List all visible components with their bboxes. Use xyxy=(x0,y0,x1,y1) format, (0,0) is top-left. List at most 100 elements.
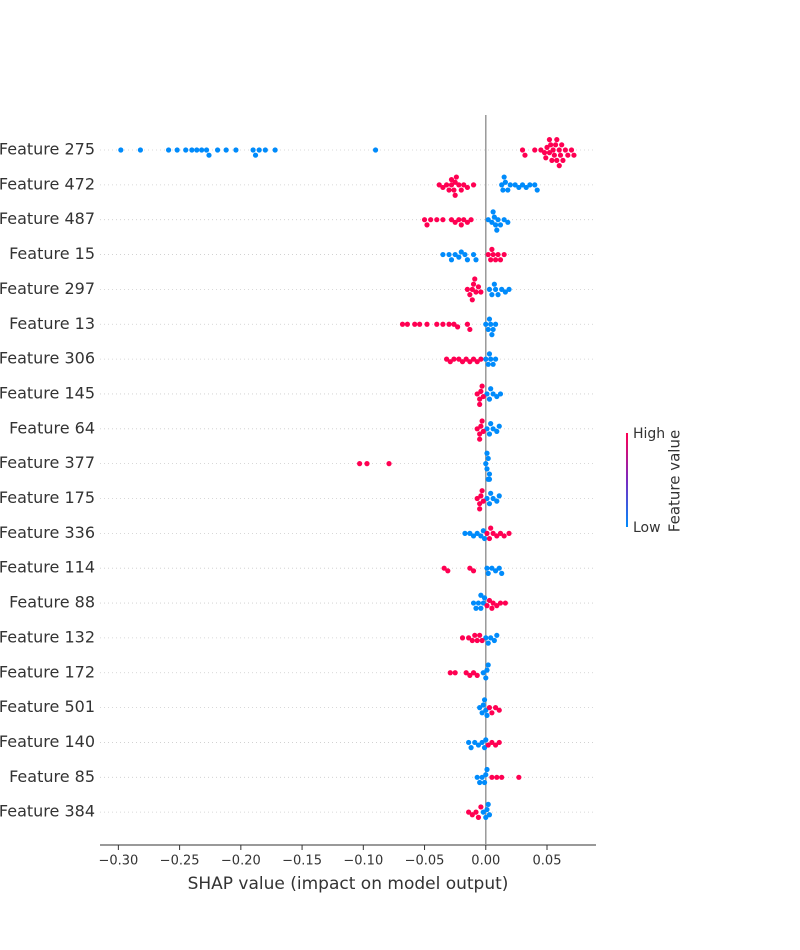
dot xyxy=(452,219,458,225)
dot xyxy=(466,809,472,815)
dot xyxy=(527,182,533,188)
dot xyxy=(480,428,486,434)
dot xyxy=(470,251,477,258)
y-tick-label: Feature 145 xyxy=(0,383,95,402)
dot xyxy=(424,321,430,327)
dot xyxy=(490,495,496,502)
dot xyxy=(494,227,500,233)
dot xyxy=(252,152,259,158)
dot xyxy=(543,155,549,161)
y-tick-label: Feature 140 xyxy=(0,732,95,751)
dot xyxy=(489,219,495,225)
dot xyxy=(501,251,507,258)
dot xyxy=(499,570,505,577)
dot xyxy=(562,147,568,153)
x-axis-label: SHAP value (impact on model output) xyxy=(188,874,509,894)
dot xyxy=(486,705,493,711)
dot xyxy=(532,182,538,188)
dot xyxy=(479,383,485,389)
dot xyxy=(502,600,508,606)
colorbar-title: Feature value xyxy=(666,430,684,532)
dot xyxy=(436,182,442,188)
dot xyxy=(452,179,458,185)
dot xyxy=(470,182,477,188)
x-tick-label: −0.25 xyxy=(160,854,200,869)
dot xyxy=(472,632,478,638)
dot xyxy=(203,147,210,153)
dot xyxy=(571,152,577,158)
y-tick-label: Feature 175 xyxy=(0,488,95,507)
dot xyxy=(464,219,471,225)
dot xyxy=(490,530,496,536)
dot xyxy=(357,461,363,467)
dot xyxy=(478,605,484,611)
dot xyxy=(469,812,475,818)
dot xyxy=(499,182,505,188)
dot xyxy=(118,147,124,153)
dot xyxy=(494,533,500,539)
dot xyxy=(492,742,499,748)
dot xyxy=(440,251,446,258)
dot xyxy=(559,142,565,148)
dot xyxy=(486,316,493,322)
dot xyxy=(490,361,496,367)
dot xyxy=(473,809,479,815)
x-tick-label: 0.05 xyxy=(533,854,562,869)
dot xyxy=(473,289,479,295)
dot xyxy=(549,157,555,163)
dot xyxy=(505,187,511,193)
dot xyxy=(455,324,461,330)
dot xyxy=(497,600,504,606)
dot xyxy=(495,251,501,258)
dot xyxy=(488,525,494,531)
dot xyxy=(467,359,473,365)
dot xyxy=(443,356,450,362)
dot xyxy=(484,426,490,432)
dot xyxy=(483,675,489,681)
dot xyxy=(486,535,493,542)
dot xyxy=(489,332,495,338)
dot xyxy=(468,217,474,223)
colorbar-high: High xyxy=(633,426,665,442)
dot xyxy=(484,466,490,472)
dot xyxy=(483,356,489,362)
dot xyxy=(489,605,495,611)
dot xyxy=(478,289,484,295)
dot xyxy=(446,321,452,327)
dot xyxy=(492,222,499,228)
dot xyxy=(556,163,562,169)
dot xyxy=(488,386,494,392)
dot xyxy=(489,710,495,716)
dot xyxy=(565,152,571,158)
dot xyxy=(479,418,485,424)
dot xyxy=(497,222,504,228)
dot xyxy=(478,356,484,362)
dot xyxy=(538,147,544,153)
dot xyxy=(214,147,221,153)
dot xyxy=(458,222,464,228)
y-tick-label: Feature 172 xyxy=(0,662,95,681)
dot xyxy=(474,637,480,644)
dot xyxy=(481,595,488,601)
dot xyxy=(477,779,483,786)
x-tick-label: −0.15 xyxy=(282,854,322,869)
dot xyxy=(464,321,471,327)
dot xyxy=(500,187,506,193)
dot xyxy=(492,321,499,327)
dot xyxy=(480,809,486,815)
dot xyxy=(486,501,493,507)
dot xyxy=(501,217,507,223)
dot xyxy=(485,801,491,807)
dot xyxy=(470,356,477,362)
dot xyxy=(490,251,496,258)
dot xyxy=(451,356,457,362)
dot xyxy=(223,147,229,153)
dot xyxy=(477,436,483,442)
dot xyxy=(452,670,458,676)
dot xyxy=(456,254,462,260)
dot xyxy=(546,150,553,156)
dot xyxy=(475,814,482,820)
dot xyxy=(475,284,482,290)
dot xyxy=(483,772,489,778)
dot xyxy=(474,495,480,502)
